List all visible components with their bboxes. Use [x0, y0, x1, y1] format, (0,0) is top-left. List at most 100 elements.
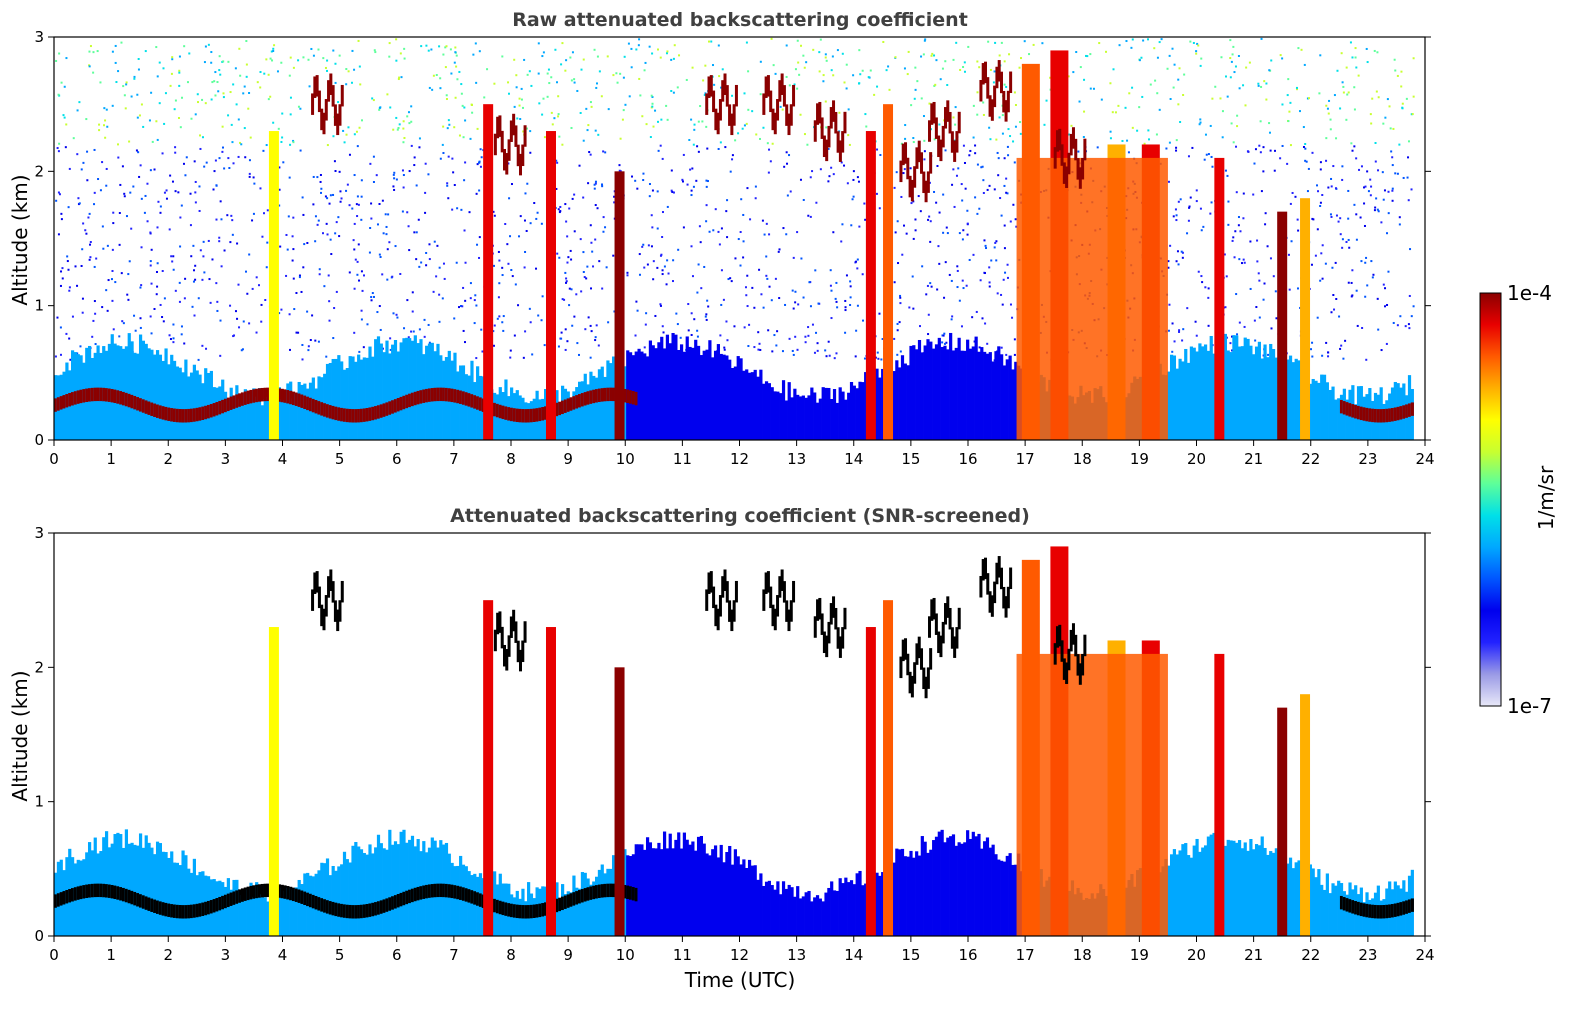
noise-pixel	[1221, 136, 1224, 139]
boundary-layer-column	[1206, 836, 1211, 936]
noise-pixel	[376, 223, 379, 226]
boundary-layer-column	[946, 837, 950, 936]
noise-pixel	[969, 149, 972, 152]
noise-pixel	[1043, 123, 1046, 126]
noise-pixel	[498, 282, 501, 285]
noise-pixel	[432, 74, 435, 77]
aerosol-layer-segment	[385, 402, 389, 416]
noise-pixel	[157, 200, 160, 203]
noise-pixel	[566, 261, 569, 264]
boundary-layer-column	[818, 898, 822, 936]
noise-pixel	[745, 294, 748, 297]
noise-pixel	[1407, 323, 1410, 326]
noise-pixel	[442, 53, 445, 56]
boundary-layer-column	[164, 348, 168, 440]
noise-pixel	[594, 336, 597, 339]
aerosol-layer-segment	[382, 899, 386, 913]
noise-pixel	[817, 302, 820, 305]
noise-pixel	[214, 94, 217, 97]
noise-pixel	[645, 123, 648, 126]
boundary-layer-column	[725, 852, 729, 936]
noise-pixel	[497, 250, 500, 253]
noise-pixel	[1319, 279, 1322, 282]
aerosol-layer-segment	[238, 393, 242, 407]
noise-pixel	[613, 310, 616, 313]
x-tick-label: 24	[1415, 450, 1434, 468]
noise-pixel	[172, 341, 175, 344]
noise-pixel	[1387, 190, 1390, 193]
boundary-layer-column	[1172, 849, 1177, 936]
elevated-cloud-pixel	[766, 571, 770, 593]
noise-pixel	[666, 259, 669, 262]
noise-pixel	[368, 251, 371, 254]
noise-pixel	[1396, 74, 1399, 77]
noise-pixel	[118, 335, 121, 338]
noise-pixel	[691, 167, 694, 170]
noise-pixel	[61, 267, 64, 270]
boundary-layer-column	[277, 889, 281, 936]
aerosol-layer-segment	[1365, 903, 1369, 918]
noise-pixel	[765, 274, 768, 277]
noise-pixel	[1286, 162, 1289, 165]
noise-pixel	[492, 344, 495, 347]
noise-pixel	[478, 160, 481, 163]
noise-pixel	[1347, 238, 1350, 241]
noise-pixel	[800, 257, 803, 260]
noise-pixel	[256, 81, 259, 84]
noise-pixel	[1175, 139, 1178, 142]
noise-pixel	[57, 150, 60, 153]
noise-pixel	[1001, 114, 1004, 117]
noise-pixel	[652, 125, 655, 128]
noise-pixel	[550, 76, 553, 79]
noise-pixel	[707, 305, 710, 308]
noise-pixel	[560, 337, 563, 340]
noise-pixel	[319, 180, 322, 183]
boundary-layer-column	[1192, 347, 1196, 440]
aerosol-layer-segment	[175, 408, 179, 423]
noise-pixel	[84, 229, 87, 232]
colorbar-min-label: 1e-7	[1507, 694, 1552, 718]
noise-pixel	[856, 258, 859, 261]
aerosol-layer-segment	[232, 891, 236, 905]
noise-pixel	[813, 351, 816, 354]
boundary-layer-column	[252, 896, 256, 936]
x-tick-label: 9	[563, 450, 573, 468]
noise-pixel	[1249, 287, 1252, 290]
aerosol-layer-segment	[572, 892, 576, 906]
noise-pixel	[606, 55, 609, 58]
noise-pixel	[320, 187, 323, 190]
noise-pixel	[76, 153, 79, 156]
noise-pixel	[518, 97, 521, 100]
boundary-layer-column	[402, 338, 406, 440]
noise-pixel	[201, 98, 204, 101]
boundary-layer-column	[223, 391, 228, 440]
noise-pixel	[961, 238, 964, 241]
boundary-layer-column	[1297, 860, 1301, 936]
top-axis-ticks: 0 1 2 3 4 5 6 7 8 9 10 11 12 13 14 15 16 17 18 19 20 21 22 23 24…	[34, 28, 1434, 468]
boundary-layer-column	[750, 372, 754, 440]
aerosol-layer-segment	[153, 403, 157, 417]
aerosol-layer-segment	[544, 406, 548, 420]
noise-pixel	[252, 176, 255, 179]
noise-pixel	[72, 137, 75, 140]
noise-pixel	[358, 65, 361, 68]
noise-pixel	[353, 287, 356, 290]
noise-pixel	[661, 273, 664, 276]
noise-pixel	[241, 348, 244, 351]
aerosol-layer-segment	[544, 902, 548, 916]
aerosol-layer-segment	[376, 405, 381, 419]
noise-pixel	[741, 127, 744, 130]
noise-pixel	[984, 322, 987, 325]
noise-pixel	[594, 339, 597, 342]
noise-pixel	[731, 158, 734, 161]
noise-pixel	[326, 144, 329, 147]
noise-pixel	[569, 249, 572, 252]
elevated-cloud-pixel	[827, 621, 831, 644]
aerosol-layer-segment	[578, 890, 582, 904]
aerosol-layer-segment	[459, 390, 463, 404]
noise-pixel	[227, 60, 230, 63]
boundary-layer-column	[841, 883, 845, 936]
noise-pixel	[829, 269, 832, 272]
noise-pixel	[150, 282, 153, 285]
